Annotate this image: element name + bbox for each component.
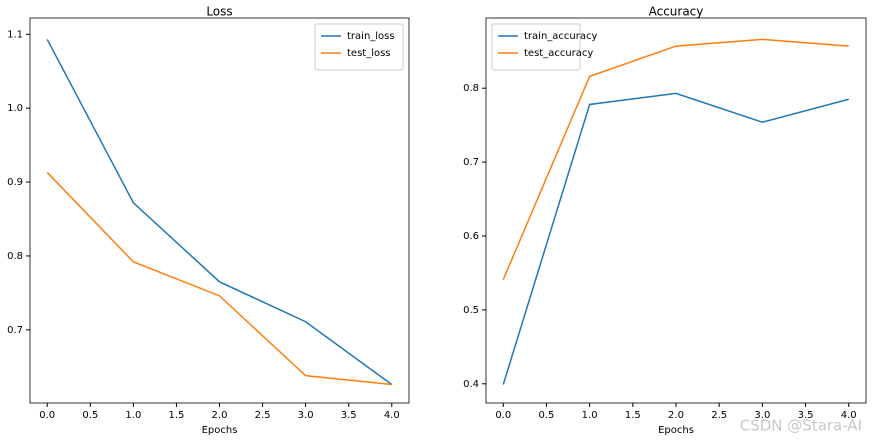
y-tick-label: 0.7 — [463, 157, 479, 168]
y-tick-label: 1.1 — [7, 29, 23, 40]
legend-label: train_loss — [347, 31, 395, 42]
chart-title: Accuracy — [649, 5, 704, 19]
x-tick-label: 3.0 — [754, 410, 770, 421]
legend-label: test_accuracy — [524, 48, 593, 59]
x-tick-label: 2.0 — [668, 410, 684, 421]
x-tick-label: 1.5 — [625, 410, 641, 421]
y-tick-label: 1.0 — [7, 103, 23, 114]
x-tick-label: 4.0 — [841, 410, 857, 421]
x-tick-label: 2.5 — [255, 410, 271, 421]
axes-frame — [29, 17, 410, 404]
x-tick-label: 4.0 — [384, 410, 400, 421]
x-tick-label: 1.0 — [582, 410, 598, 421]
x-tick-label: 0.0 — [39, 410, 55, 421]
x-tick-label: 1.5 — [168, 410, 184, 421]
legend-label: test_loss — [347, 48, 391, 59]
y-tick-label: 0.9 — [7, 177, 23, 188]
x-tick-label: 3.5 — [341, 410, 357, 421]
legend-label: train_accuracy — [524, 31, 597, 42]
x-tick-label: 3.5 — [798, 410, 814, 421]
x-axis-label: Epochs — [202, 425, 238, 436]
x-tick-label: 0.5 — [539, 410, 555, 421]
x-tick-label: 2.5 — [711, 410, 727, 421]
line-series — [502, 38, 849, 280]
x-tick-label: 0.0 — [495, 410, 511, 421]
y-tick-label: 0.8 — [463, 83, 479, 94]
line-series — [502, 92, 849, 385]
y-tick-label: 0.8 — [7, 251, 23, 262]
x-tick-label: 0.5 — [82, 410, 98, 421]
line-series — [46, 171, 392, 386]
axes-frame — [485, 17, 867, 404]
y-tick-label: 0.7 — [7, 325, 23, 336]
y-tick-label: 0.5 — [463, 305, 479, 316]
y-tick-label: 0.4 — [463, 379, 479, 390]
x-tick-label: 2.0 — [212, 410, 228, 421]
watermark: CSDN @Stara-AI — [740, 417, 862, 435]
x-axis-label: Epochs — [658, 425, 694, 436]
x-tick-label: 3.0 — [298, 410, 314, 421]
chart-title: Loss — [206, 5, 232, 19]
line-series — [46, 39, 393, 386]
y-tick-label: 0.6 — [463, 231, 479, 242]
x-tick-label: 1.0 — [125, 410, 141, 421]
